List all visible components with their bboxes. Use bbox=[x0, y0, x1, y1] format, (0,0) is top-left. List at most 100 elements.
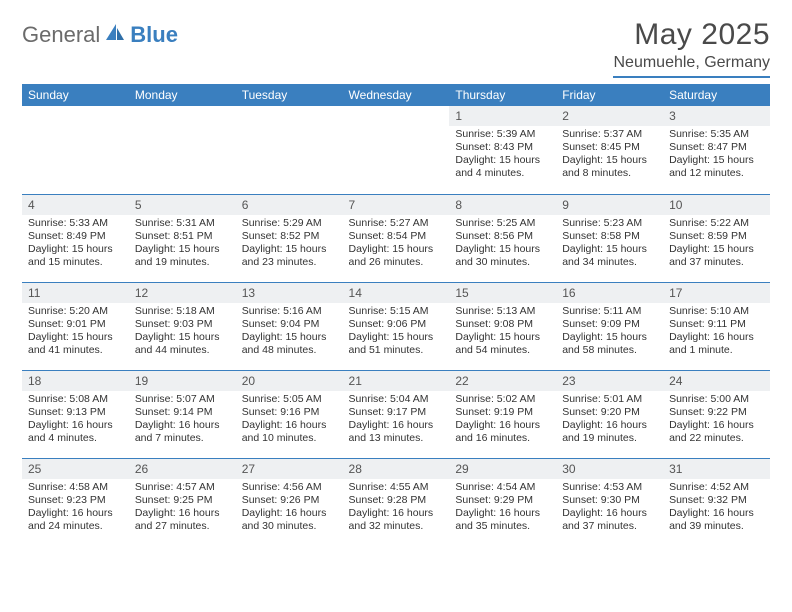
day-details: Sunrise: 5:27 AMSunset: 8:54 PMDaylight:… bbox=[343, 215, 450, 273]
day-number: 20 bbox=[236, 371, 343, 391]
day-number: 12 bbox=[129, 283, 236, 303]
daylight-line: Daylight: 15 hours and 58 minutes. bbox=[562, 331, 657, 357]
calendar-cell bbox=[236, 106, 343, 194]
sunrise-line: Sunrise: 5:37 AM bbox=[562, 128, 657, 141]
day-details: Sunrise: 5:00 AMSunset: 9:22 PMDaylight:… bbox=[663, 391, 770, 449]
day-details: Sunrise: 4:56 AMSunset: 9:26 PMDaylight:… bbox=[236, 479, 343, 537]
calendar-cell: 20Sunrise: 5:05 AMSunset: 9:16 PMDayligh… bbox=[236, 370, 343, 458]
sunset-line: Sunset: 9:01 PM bbox=[28, 318, 123, 331]
sunset-line: Sunset: 8:49 PM bbox=[28, 230, 123, 243]
daylight-line: Daylight: 15 hours and 30 minutes. bbox=[455, 243, 550, 269]
day-number: 16 bbox=[556, 283, 663, 303]
day-details: Sunrise: 5:02 AMSunset: 9:19 PMDaylight:… bbox=[449, 391, 556, 449]
daylight-line: Daylight: 15 hours and 4 minutes. bbox=[455, 154, 550, 180]
day-details: Sunrise: 4:53 AMSunset: 9:30 PMDaylight:… bbox=[556, 479, 663, 537]
day-details: Sunrise: 5:31 AMSunset: 8:51 PMDaylight:… bbox=[129, 215, 236, 273]
day-number: 13 bbox=[236, 283, 343, 303]
day-details: Sunrise: 5:13 AMSunset: 9:08 PMDaylight:… bbox=[449, 303, 556, 361]
day-details: Sunrise: 5:39 AMSunset: 8:43 PMDaylight:… bbox=[449, 126, 556, 184]
day-details: Sunrise: 5:07 AMSunset: 9:14 PMDaylight:… bbox=[129, 391, 236, 449]
day-details: Sunrise: 5:05 AMSunset: 9:16 PMDaylight:… bbox=[236, 391, 343, 449]
daylight-line: Daylight: 15 hours and 12 minutes. bbox=[669, 154, 764, 180]
day-number: 19 bbox=[129, 371, 236, 391]
sunrise-line: Sunrise: 5:16 AM bbox=[242, 305, 337, 318]
sunrise-line: Sunrise: 5:33 AM bbox=[28, 217, 123, 230]
daylight-line: Daylight: 16 hours and 13 minutes. bbox=[349, 419, 444, 445]
sunset-line: Sunset: 9:22 PM bbox=[669, 406, 764, 419]
sunrise-line: Sunrise: 5:00 AM bbox=[669, 393, 764, 406]
sunrise-line: Sunrise: 5:27 AM bbox=[349, 217, 444, 230]
day-details: Sunrise: 5:16 AMSunset: 9:04 PMDaylight:… bbox=[236, 303, 343, 361]
calendar-cell: 22Sunrise: 5:02 AMSunset: 9:19 PMDayligh… bbox=[449, 370, 556, 458]
calendar-cell bbox=[343, 106, 450, 194]
sunset-line: Sunset: 9:06 PM bbox=[349, 318, 444, 331]
calendar-week-row: 1Sunrise: 5:39 AMSunset: 8:43 PMDaylight… bbox=[22, 106, 770, 194]
day-number: 26 bbox=[129, 459, 236, 479]
sunrise-line: Sunrise: 5:18 AM bbox=[135, 305, 230, 318]
daylight-line: Daylight: 16 hours and 19 minutes. bbox=[562, 419, 657, 445]
day-number-empty bbox=[22, 106, 129, 126]
daylight-line: Daylight: 16 hours and 4 minutes. bbox=[28, 419, 123, 445]
calendar-cell: 30Sunrise: 4:53 AMSunset: 9:30 PMDayligh… bbox=[556, 458, 663, 546]
daylight-line: Daylight: 16 hours and 24 minutes. bbox=[28, 507, 123, 533]
sunset-line: Sunset: 8:47 PM bbox=[669, 141, 764, 154]
daylight-line: Daylight: 15 hours and 26 minutes. bbox=[349, 243, 444, 269]
day-details: Sunrise: 5:37 AMSunset: 8:45 PMDaylight:… bbox=[556, 126, 663, 184]
sunset-line: Sunset: 9:28 PM bbox=[349, 494, 444, 507]
sunrise-line: Sunrise: 4:56 AM bbox=[242, 481, 337, 494]
sunrise-line: Sunrise: 5:39 AM bbox=[455, 128, 550, 141]
calendar-cell: 21Sunrise: 5:04 AMSunset: 9:17 PMDayligh… bbox=[343, 370, 450, 458]
weekday-header: Friday bbox=[556, 84, 663, 106]
day-number: 14 bbox=[343, 283, 450, 303]
sunset-line: Sunset: 8:52 PM bbox=[242, 230, 337, 243]
weekday-header: Thursday bbox=[449, 84, 556, 106]
day-number: 21 bbox=[343, 371, 450, 391]
daylight-line: Daylight: 16 hours and 27 minutes. bbox=[135, 507, 230, 533]
header: General Blue May 2025 Neumuehle, Germany bbox=[22, 18, 770, 78]
sunset-line: Sunset: 8:45 PM bbox=[562, 141, 657, 154]
month-title: May 2025 bbox=[613, 18, 770, 52]
sunrise-line: Sunrise: 5:04 AM bbox=[349, 393, 444, 406]
day-details: Sunrise: 4:55 AMSunset: 9:28 PMDaylight:… bbox=[343, 479, 450, 537]
day-details: Sunrise: 5:33 AMSunset: 8:49 PMDaylight:… bbox=[22, 215, 129, 273]
daylight-line: Daylight: 15 hours and 51 minutes. bbox=[349, 331, 444, 357]
sunrise-line: Sunrise: 5:31 AM bbox=[135, 217, 230, 230]
sunrise-line: Sunrise: 5:15 AM bbox=[349, 305, 444, 318]
day-details: Sunrise: 4:52 AMSunset: 9:32 PMDaylight:… bbox=[663, 479, 770, 537]
sunset-line: Sunset: 8:54 PM bbox=[349, 230, 444, 243]
day-details: Sunrise: 5:25 AMSunset: 8:56 PMDaylight:… bbox=[449, 215, 556, 273]
sunset-line: Sunset: 8:43 PM bbox=[455, 141, 550, 154]
day-details: Sunrise: 5:23 AMSunset: 8:58 PMDaylight:… bbox=[556, 215, 663, 273]
day-number: 18 bbox=[22, 371, 129, 391]
daylight-line: Daylight: 15 hours and 48 minutes. bbox=[242, 331, 337, 357]
daylight-line: Daylight: 15 hours and 41 minutes. bbox=[28, 331, 123, 357]
day-number: 24 bbox=[663, 371, 770, 391]
sunset-line: Sunset: 9:30 PM bbox=[562, 494, 657, 507]
calendar-cell: 9Sunrise: 5:23 AMSunset: 8:58 PMDaylight… bbox=[556, 194, 663, 282]
day-number: 9 bbox=[556, 195, 663, 215]
day-details: Sunrise: 5:29 AMSunset: 8:52 PMDaylight:… bbox=[236, 215, 343, 273]
daylight-line: Daylight: 16 hours and 22 minutes. bbox=[669, 419, 764, 445]
sunrise-line: Sunrise: 5:23 AM bbox=[562, 217, 657, 230]
sunset-line: Sunset: 9:08 PM bbox=[455, 318, 550, 331]
day-number: 2 bbox=[556, 106, 663, 126]
calendar-table: SundayMondayTuesdayWednesdayThursdayFrid… bbox=[22, 84, 770, 546]
daylight-line: Daylight: 15 hours and 23 minutes. bbox=[242, 243, 337, 269]
day-number-empty bbox=[129, 106, 236, 126]
sunrise-line: Sunrise: 5:08 AM bbox=[28, 393, 123, 406]
calendar-cell: 6Sunrise: 5:29 AMSunset: 8:52 PMDaylight… bbox=[236, 194, 343, 282]
sunrise-line: Sunrise: 5:29 AM bbox=[242, 217, 337, 230]
day-details: Sunrise: 5:01 AMSunset: 9:20 PMDaylight:… bbox=[556, 391, 663, 449]
day-number: 8 bbox=[449, 195, 556, 215]
day-number: 15 bbox=[449, 283, 556, 303]
sunset-line: Sunset: 9:16 PM bbox=[242, 406, 337, 419]
calendar-cell: 19Sunrise: 5:07 AMSunset: 9:14 PMDayligh… bbox=[129, 370, 236, 458]
sunset-line: Sunset: 9:13 PM bbox=[28, 406, 123, 419]
daylight-line: Daylight: 15 hours and 44 minutes. bbox=[135, 331, 230, 357]
day-number: 17 bbox=[663, 283, 770, 303]
sunset-line: Sunset: 9:04 PM bbox=[242, 318, 337, 331]
day-number: 5 bbox=[129, 195, 236, 215]
calendar-cell: 26Sunrise: 4:57 AMSunset: 9:25 PMDayligh… bbox=[129, 458, 236, 546]
sunrise-line: Sunrise: 4:53 AM bbox=[562, 481, 657, 494]
sunset-line: Sunset: 9:09 PM bbox=[562, 318, 657, 331]
